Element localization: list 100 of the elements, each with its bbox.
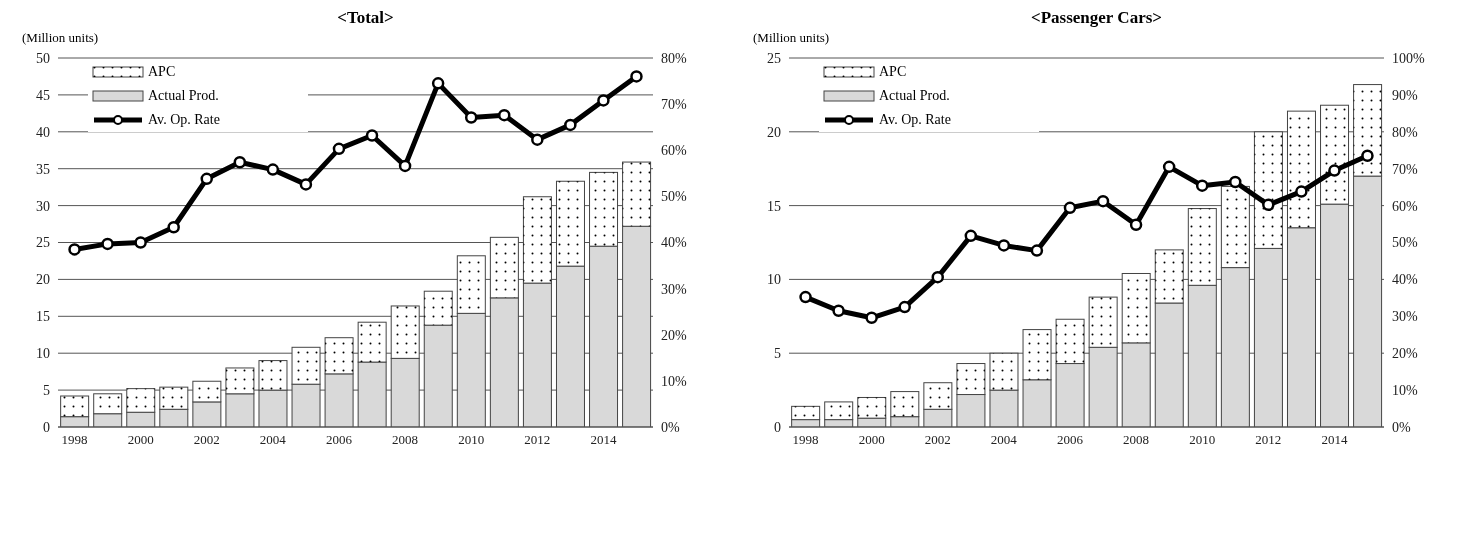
- y2-tick-label: 10%: [1392, 383, 1418, 399]
- x-tick-label: 2006: [325, 432, 353, 448]
- legend-label: APC: [148, 63, 176, 81]
- y-tick-label: 5: [43, 383, 50, 399]
- point: [1295, 185, 1308, 198]
- y-tick-label: 10: [767, 272, 781, 288]
- y2-tick-label: 20%: [1392, 346, 1418, 362]
- point: [431, 77, 445, 90]
- point: [332, 142, 346, 156]
- y2-tick-label: 90%: [1392, 87, 1418, 103]
- x-tick-label: 2006: [1056, 432, 1084, 448]
- y-tick-label: 35: [36, 161, 50, 177]
- point: [564, 118, 577, 132]
- point: [531, 133, 544, 146]
- point: [1195, 179, 1209, 192]
- x-tick-label: 2008: [392, 432, 419, 448]
- y2-tick-label: 0%: [1392, 419, 1411, 435]
- point: [398, 159, 412, 173]
- y2-tick-label: 70%: [1392, 161, 1418, 177]
- point: [1328, 164, 1341, 177]
- y-tick-label: 40: [36, 124, 50, 140]
- point: [1030, 244, 1044, 257]
- x-tick-label: 2014: [1321, 432, 1348, 448]
- point: [498, 108, 511, 122]
- y-tick-label: 50: [36, 50, 50, 66]
- point: [1162, 160, 1176, 174]
- x-tick-label: 2000: [858, 432, 885, 448]
- y-tick-label: 45: [36, 87, 50, 103]
- x-tick-label: 2010: [458, 432, 485, 448]
- y2-tick-label: 50%: [1392, 235, 1418, 251]
- point: [931, 270, 944, 284]
- point: [964, 229, 978, 243]
- x-tick-label: 2008: [1123, 432, 1150, 448]
- y2-tick-label: 0%: [661, 419, 680, 435]
- y-tick-label: 0: [43, 419, 50, 435]
- y2-tick-label: 100%: [1392, 50, 1425, 66]
- y-tick-label: 30: [36, 198, 50, 214]
- chart-title: <Passenger Cars>: [1030, 8, 1163, 28]
- y2-tick-label: 70%: [661, 97, 687, 113]
- point: [266, 163, 280, 176]
- point: [365, 129, 379, 142]
- point: [101, 237, 114, 251]
- point: [134, 236, 147, 249]
- y-tick-label: 25: [36, 235, 50, 251]
- y-axis-title: (Million units): [753, 30, 830, 46]
- point: [1262, 198, 1275, 212]
- x-tick-label: 2004: [990, 432, 1018, 448]
- y-tick-label: 20: [36, 272, 50, 288]
- legend-label: APC: [879, 63, 907, 81]
- y2-tick-label: 60%: [661, 143, 687, 159]
- x-tick-label: 2002: [924, 432, 951, 448]
- x-tick-label: 2010: [1189, 432, 1216, 448]
- y2-tick-label: 60%: [1392, 198, 1418, 214]
- legend-label: Actual Prod.: [879, 87, 950, 105]
- legend-label: Av. Op. Rate: [879, 111, 951, 129]
- legend-label: Actual Prod.: [148, 87, 219, 105]
- x-tick-label: 2012: [524, 432, 551, 448]
- y2-tick-label: 80%: [661, 50, 687, 66]
- point: [68, 243, 81, 256]
- x-tick-label: 2000: [127, 432, 154, 448]
- point: [233, 155, 247, 169]
- x-tick-label: 2012: [1255, 432, 1282, 448]
- y2-tick-label: 80%: [1392, 124, 1418, 140]
- y2-tick-label: 10%: [661, 373, 687, 389]
- y2-tick-label: 30%: [1392, 309, 1418, 325]
- point: [630, 70, 643, 83]
- point: [1063, 201, 1077, 215]
- point: [832, 304, 845, 318]
- y-tick-label: 10: [36, 346, 50, 362]
- point: [167, 221, 180, 234]
- x-tick-label: 2014: [590, 432, 617, 448]
- y2-tick-label: 50%: [661, 189, 687, 205]
- point: [200, 172, 213, 186]
- y-tick-label: 20: [767, 124, 781, 140]
- y-tick-label: 25: [767, 50, 781, 66]
- y-axis-title: (Million units): [22, 30, 99, 46]
- chart-title: <Total>: [336, 8, 395, 28]
- y-tick-label: 15: [36, 309, 50, 325]
- y-tick-label: 15: [767, 198, 781, 214]
- point: [1096, 194, 1110, 208]
- point: [1361, 149, 1374, 163]
- point: [898, 300, 911, 314]
- point: [997, 239, 1011, 252]
- point: [299, 178, 313, 191]
- y2-tick-label: 40%: [661, 235, 687, 251]
- point: [1129, 218, 1143, 232]
- x-tick-label: 1998: [792, 432, 819, 448]
- point: [1229, 175, 1242, 189]
- point: [799, 290, 812, 304]
- y-tick-label: 0: [774, 419, 781, 435]
- y2-tick-label: 20%: [661, 327, 687, 343]
- point: [865, 311, 878, 325]
- x-tick-label: 2002: [193, 432, 220, 448]
- y2-tick-label: 40%: [1392, 272, 1418, 288]
- legend-label: Av. Op. Rate: [148, 111, 220, 129]
- point: [597, 94, 610, 107]
- point: [464, 111, 478, 124]
- x-tick-label: 1998: [61, 432, 88, 448]
- y-tick-label: 5: [774, 346, 781, 362]
- x-tick-label: 2004: [259, 432, 287, 448]
